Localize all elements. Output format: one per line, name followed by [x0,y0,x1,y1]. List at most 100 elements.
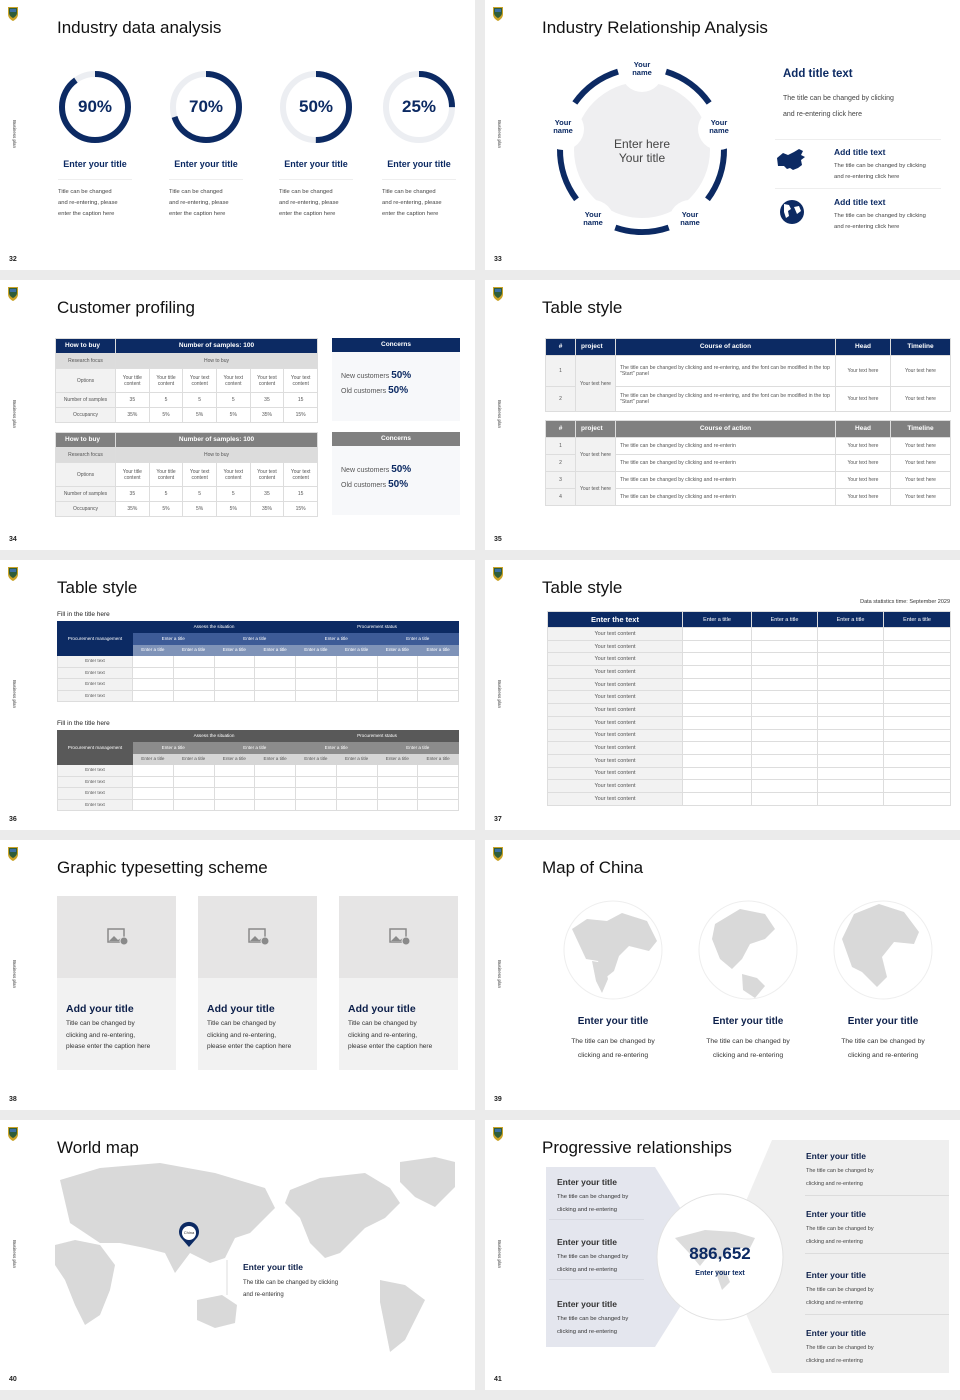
table-cell[interactable] [751,677,818,692]
table-cell[interactable] [335,689,378,702]
table-cell[interactable] [172,798,215,811]
table-cell[interactable] [132,678,174,691]
table-cell[interactable] [376,655,419,668]
table-cell[interactable] [172,775,215,788]
table-cell[interactable] [376,678,419,691]
table-cell[interactable] [213,775,256,788]
table-cell[interactable] [172,666,215,679]
table-cell[interactable] [417,764,459,777]
table-cell[interactable] [751,779,818,793]
table-cell[interactable] [213,689,256,702]
table-cell[interactable] [335,764,378,777]
table-cell[interactable] [132,689,174,702]
table-cell[interactable] [376,798,419,811]
table-cell[interactable] [682,728,752,743]
table-cell[interactable] [751,741,818,755]
table-cell[interactable] [883,665,951,679]
table-cell[interactable] [682,639,752,654]
table-cell[interactable] [213,678,256,691]
table-cell[interactable] [682,791,752,806]
table-cell[interactable] [335,787,378,800]
table-cell[interactable] [817,627,884,641]
table-cell[interactable] [682,677,752,692]
table-cell[interactable] [335,655,378,668]
table-cell[interactable] [682,715,752,730]
table-cell[interactable] [132,787,174,800]
table-cell[interactable] [682,652,752,667]
table-cell[interactable] [682,690,752,705]
table-cell[interactable] [376,666,419,679]
table-cell[interactable] [295,655,337,668]
table-cell[interactable] [132,655,174,668]
table-cell[interactable] [295,666,337,679]
table-cell[interactable] [751,703,818,717]
table-cell[interactable] [817,677,884,692]
table-cell[interactable] [254,798,296,811]
table-cell[interactable] [376,775,419,788]
table-cell[interactable] [295,775,337,788]
table-cell[interactable] [254,666,296,679]
table-cell[interactable] [883,715,951,730]
table-cell[interactable] [172,678,215,691]
table-cell[interactable] [376,764,419,777]
table-cell[interactable] [817,715,884,730]
table-cell[interactable] [751,639,818,654]
table-cell[interactable] [817,766,884,781]
table-cell[interactable] [213,787,256,800]
table-cell[interactable] [883,753,951,768]
table-cell[interactable] [751,753,818,768]
table-cell[interactable] [213,798,256,811]
table-cell[interactable] [132,775,174,788]
table-cell[interactable] [132,764,174,777]
table-cell[interactable] [295,798,337,811]
table-cell[interactable] [817,703,884,717]
table-cell[interactable] [295,689,337,702]
table-cell[interactable] [417,678,459,691]
table-cell[interactable] [335,775,378,788]
table-cell[interactable] [751,766,818,781]
table-cell[interactable] [417,689,459,702]
table-cell[interactable] [883,703,951,717]
table-cell[interactable] [254,764,296,777]
table-cell[interactable] [883,627,951,641]
table-cell[interactable] [883,690,951,705]
table-cell[interactable] [817,779,884,793]
table-cell[interactable] [213,666,256,679]
table-cell[interactable] [213,655,256,668]
table-cell[interactable] [376,787,419,800]
table-cell[interactable] [817,741,884,755]
table-cell[interactable] [751,652,818,667]
table-cell[interactable] [335,798,378,811]
table-cell[interactable] [172,787,215,800]
table-cell[interactable] [751,627,818,641]
table-cell[interactable] [682,627,752,641]
table-cell[interactable] [213,764,256,777]
table-cell[interactable] [417,655,459,668]
table-cell[interactable] [417,666,459,679]
table-cell[interactable] [295,787,337,800]
table-cell[interactable] [751,791,818,806]
table-cell[interactable] [682,665,752,679]
table-cell[interactable] [682,766,752,781]
table-cell[interactable] [295,764,337,777]
image-placeholder[interactable] [339,896,458,978]
table-cell[interactable] [254,678,296,691]
table-cell[interactable] [376,689,419,702]
table-cell[interactable] [132,798,174,811]
table-cell[interactable] [295,678,337,691]
table-cell[interactable] [417,775,459,788]
table-cell[interactable] [883,652,951,667]
table-cell[interactable] [254,689,296,702]
table-cell[interactable] [417,787,459,800]
table-cell[interactable] [883,741,951,755]
table-cell[interactable] [817,665,884,679]
table-cell[interactable] [883,677,951,692]
table-cell[interactable] [751,728,818,743]
table-cell[interactable] [883,728,951,743]
table-cell[interactable] [883,766,951,781]
table-cell[interactable] [132,666,174,679]
image-placeholder[interactable] [57,896,176,978]
table-cell[interactable] [682,779,752,793]
table-cell[interactable] [172,689,215,702]
table-cell[interactable] [254,655,296,668]
